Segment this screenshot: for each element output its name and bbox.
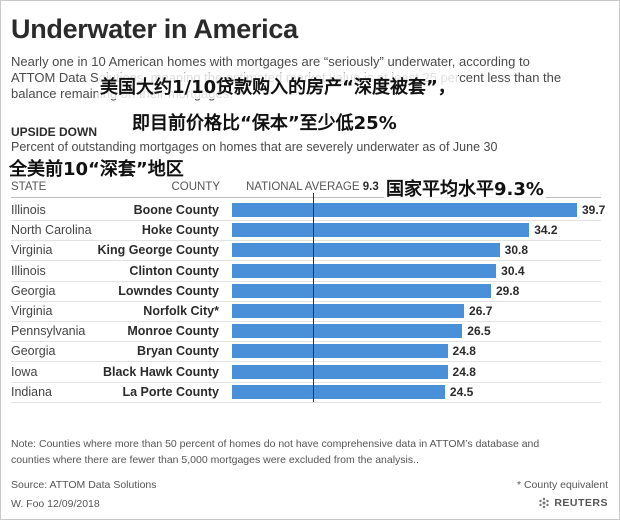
row-county: La Porte County <box>122 384 219 399</box>
row-state: Virginia <box>11 304 53 318</box>
row-state: Illinois <box>11 263 46 278</box>
credit-line: W. Foo 12/09/2018 <box>11 498 100 510</box>
row-county: Clinton County <box>129 263 219 278</box>
national-average-line <box>312 193 315 402</box>
chart-row: Indiana La Porte County 24.5 <box>11 382 601 402</box>
row-divider <box>11 260 601 262</box>
row-county: Black Hawk County <box>102 364 219 379</box>
bar-value-label: 30.8 <box>504 243 529 258</box>
chart-row: North Carolina Hoke County 34.2 <box>11 220 601 240</box>
section-description: Percent of outstanding mortgages on home… <box>11 140 498 154</box>
national-average-value: 9.3 <box>362 181 379 193</box>
row-divider <box>11 341 601 343</box>
row-state: Iowa <box>11 364 38 379</box>
bar <box>232 243 500 258</box>
row-county: Boone County <box>133 203 219 217</box>
row-state: Indiana <box>11 384 53 399</box>
bar <box>232 223 530 238</box>
chart-row: Virginia King George County 30.8 <box>11 240 601 260</box>
row-divider <box>11 240 601 242</box>
row-divider <box>11 401 601 403</box>
national-average-text: NATIONAL AVERAGE <box>246 181 360 193</box>
bar-value-label: 24.8 <box>452 364 476 379</box>
bar-value-label: 24.5 <box>449 384 474 399</box>
row-state: Georgia <box>11 344 56 359</box>
row-divider <box>11 300 601 302</box>
row-divider <box>11 321 601 322</box>
reuters-dots-icon <box>539 497 550 509</box>
bar <box>232 203 577 217</box>
bar <box>232 384 445 399</box>
row-divider <box>11 361 601 363</box>
row-state: Georgia <box>11 283 56 298</box>
section-heading: UPSIDE DOWN <box>11 125 98 139</box>
source-text: Source: ATTOM Data Solutions <box>11 479 157 491</box>
bar-value-label: 24.8 <box>452 344 476 359</box>
bar <box>232 364 448 379</box>
reuters-wordmark: REUTERS <box>554 497 608 509</box>
row-county: Hoke County <box>141 223 219 238</box>
overlay-caption-1: 美国大约1/10贷款购入的房产“深度被套”， <box>98 73 458 99</box>
header-divider <box>11 197 601 198</box>
chart-row: Illinois Boone County 39.7 <box>11 200 605 220</box>
chart-row: Georgia Bryan County 24.8 <box>11 341 601 361</box>
row-county: Monroe County <box>127 324 219 339</box>
row-county: Bryan County <box>137 344 219 359</box>
bar-value-label: 30.4 <box>501 263 525 278</box>
row-state: North Carolina <box>11 223 92 238</box>
row-divider <box>11 280 601 282</box>
state-column-header: STATE <box>11 181 47 193</box>
overlay-caption-4: 国家平均水平9.3% <box>384 175 546 201</box>
row-state: Illinois <box>11 203 46 217</box>
row-county: King George County <box>97 243 219 258</box>
row-county: Lowndes County <box>118 283 219 298</box>
footnote: Note: Counties where more than 50 percen… <box>11 438 540 466</box>
bar <box>232 324 463 339</box>
row-divider <box>11 381 601 383</box>
county-equivalent-note: * County equivalent <box>516 479 608 491</box>
national-average-label: NATIONAL AVERAGE 9.3 <box>246 181 379 193</box>
bar-value-label: 26.7 <box>469 304 493 318</box>
bar-value-label: 39.7 <box>582 203 606 217</box>
row-state: Virginia <box>11 243 53 258</box>
page-title: Underwater in America <box>11 14 298 44</box>
overlay-caption-3: 全美前10“深套”地区 <box>7 155 186 181</box>
bar <box>232 304 465 318</box>
row-divider <box>11 220 601 221</box>
bar-value-label: 26.5 <box>467 324 491 339</box>
bar <box>232 283 491 298</box>
bar <box>232 263 497 278</box>
overlay-caption-2: 即目前价格比“保本”至少低25% <box>130 109 399 135</box>
bar-value-label: 34.2 <box>534 223 558 238</box>
row-county: Norfolk City* <box>143 304 219 318</box>
county-column-header: COUNTY <box>171 181 220 193</box>
bar-value-label: 29.8 <box>495 283 520 298</box>
chart-row: Illinois Clinton County 30.4 <box>11 261 601 281</box>
chart-row: Virginia Norfolk City* 26.7 <box>11 301 601 321</box>
row-state: Pennsylvania <box>11 324 86 339</box>
chart-row: Iowa Black Hawk County 24.8 <box>11 362 601 382</box>
chart-row: Georgia Lowndes County 29.8 <box>11 281 601 301</box>
reuters-logo: REUTERS <box>538 497 608 509</box>
chart-row: Pennsylvania Monroe County 26.5 <box>11 321 601 341</box>
bar <box>232 344 448 359</box>
